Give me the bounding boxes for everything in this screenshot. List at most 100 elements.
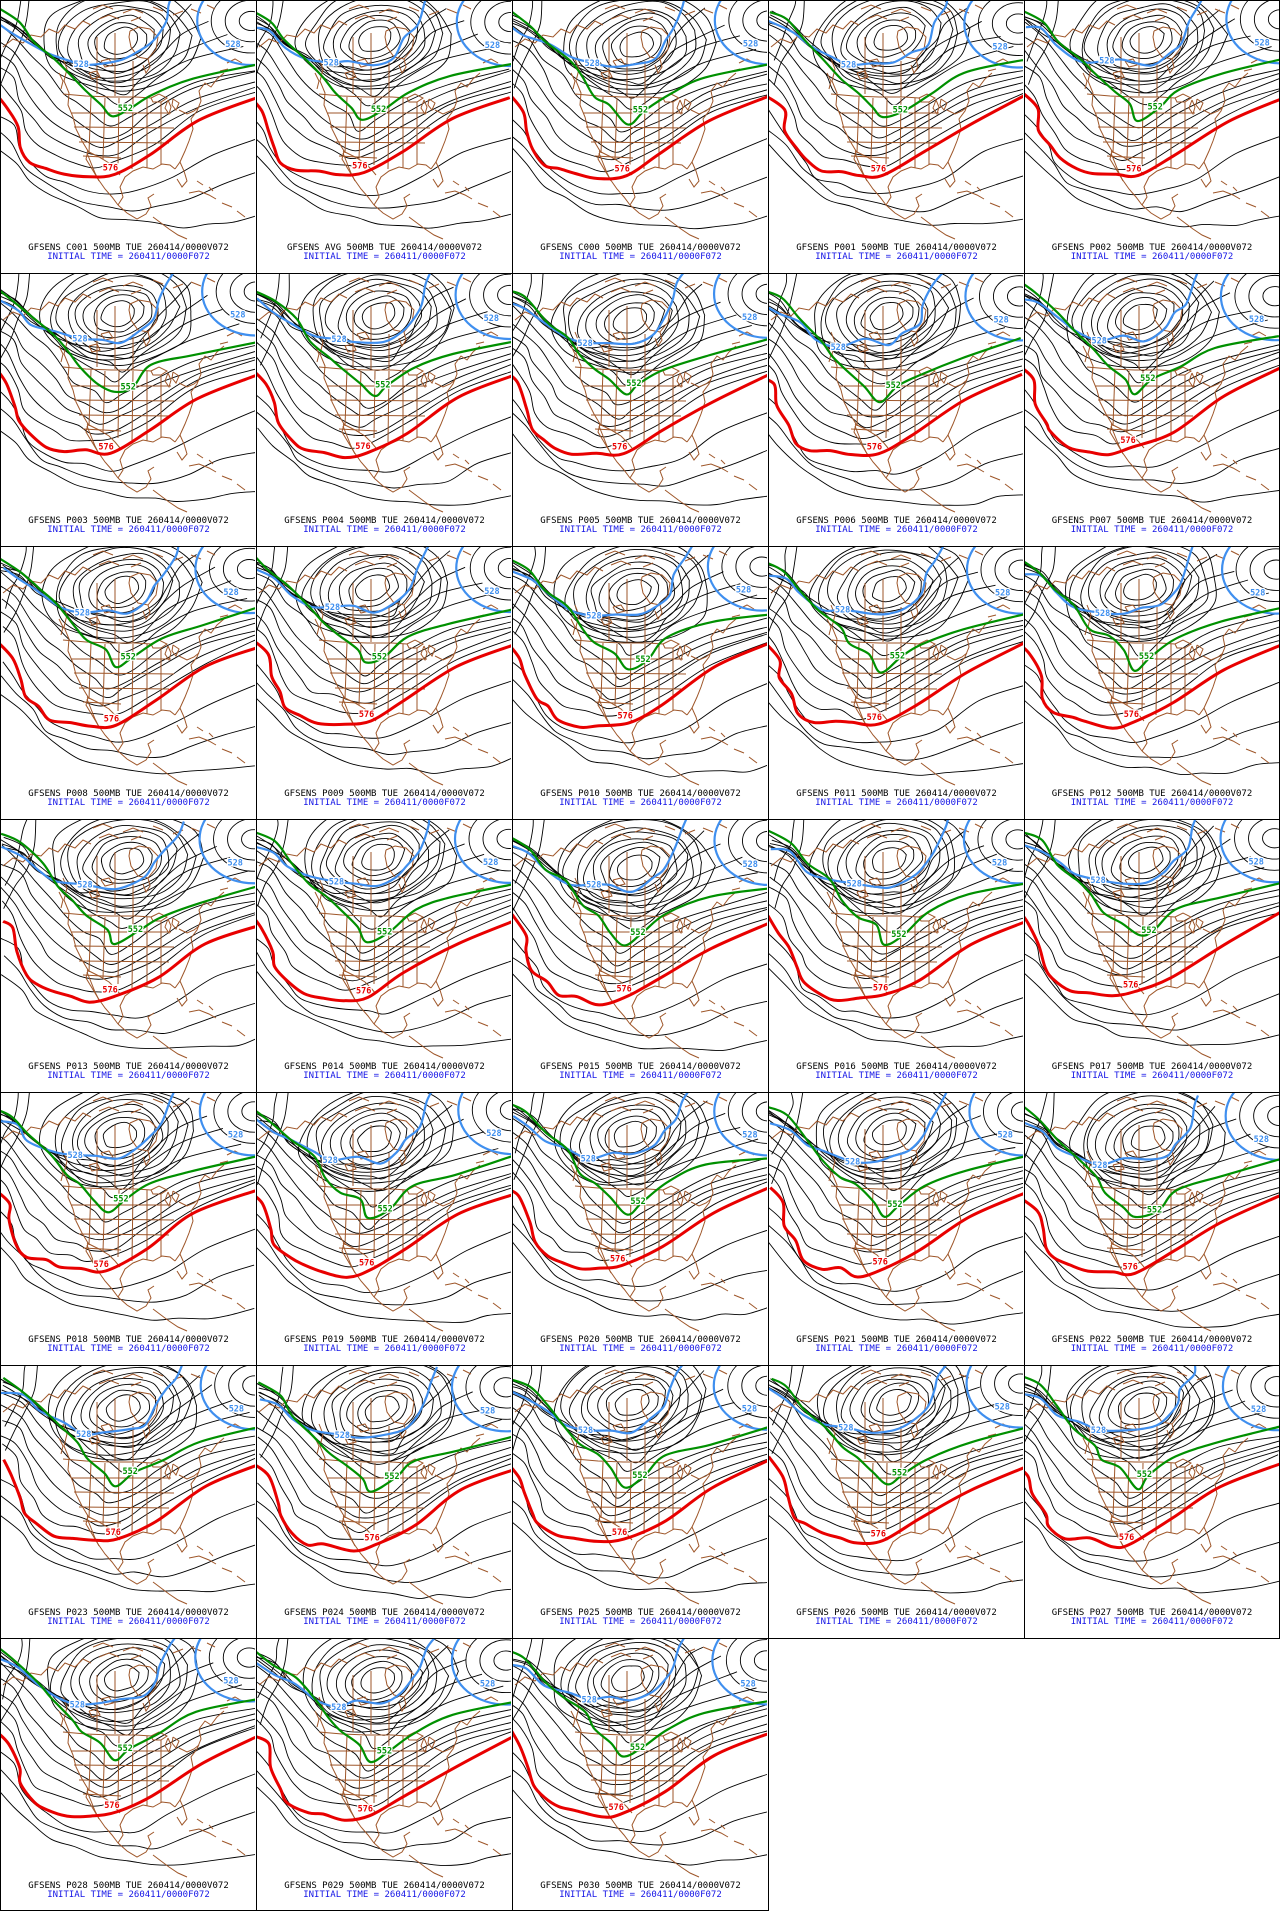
contour-label-528-corner: 528: [230, 311, 245, 321]
contour-label-528-corner: 528: [1254, 1135, 1269, 1145]
contour-label-552: 552: [1147, 1205, 1162, 1215]
forecast-panel-P004: 528 528 552 576 GFSENS P004 500MB TUE 260414…: [256, 273, 513, 547]
panel-initial-time: INITIAL TIME = 260411/0000F072: [815, 252, 978, 262]
contour-label-528-corner: 528: [223, 1677, 238, 1687]
panel-initial-time: INITIAL TIME = 260411/0000F072: [815, 798, 978, 808]
forecast-panel-P020: 528 528 552 576 GFSENS P020 500MB TUE 260414…: [512, 1092, 769, 1366]
contour-label-528: 528: [1095, 609, 1110, 619]
height-contours: [1, 274, 255, 502]
panel-caption: GFSENS P022 500MB TUE 260414/0000V072 INI…: [1025, 1335, 1279, 1354]
contour-label-528: 528: [331, 335, 346, 345]
forecast-panel-P025: 528 528 552 576 GFSENS P025 500MB TUE 260414…: [512, 1365, 769, 1639]
panel-caption: GFSENS P011 500MB TUE 260414/0000V072 INI…: [769, 789, 1024, 808]
contour-label-576: 576: [94, 1260, 109, 1270]
panel-initial-time: INITIAL TIME = 260411/0000F072: [47, 1890, 210, 1900]
contour-label-552: 552: [1148, 103, 1163, 113]
contour-label-528-corner: 528: [740, 1679, 755, 1689]
contour-528-line: [769, 1093, 948, 1164]
contour-576-line: [1, 96, 255, 179]
contour-label-528: 528: [1091, 337, 1106, 347]
height-contours: [1, 547, 255, 775]
contour-576-line: [2, 919, 255, 1004]
panel-caption: GFSENS P016 500MB TUE 260414/0000V072 INI…: [769, 1062, 1024, 1081]
contour-528-line: [257, 274, 431, 344]
panel-initial-time: INITIAL TIME = 260411/0000F072: [559, 798, 722, 808]
contour-576-line: [513, 95, 767, 181]
panel-caption: GFSENS P024 500MB TUE 260414/0000V072 INI…: [257, 1608, 512, 1627]
contour-map: 528 528 552 576: [513, 1366, 767, 1605]
forecast-panel-P001: 528 528 552 576 GFSENS P001 500MB TUE 260414…: [768, 0, 1025, 274]
contour-label-528: 528: [586, 880, 601, 890]
contour-label-576: 576: [614, 165, 629, 175]
contour-map: 528 528 552 576: [1, 1093, 255, 1332]
panel-initial-time: INITIAL TIME = 260411/0000F072: [815, 525, 978, 535]
contour-576-line: [513, 913, 767, 1007]
height-contours: [769, 1, 1023, 226]
contour-552-line: [513, 837, 767, 947]
contour-528-line: [1, 1, 171, 66]
contour-label-528: 528: [581, 1155, 596, 1165]
contour-label-528: 528: [582, 1695, 597, 1705]
panel-caption: GFSENS P005 500MB TUE 260414/0000V072 INI…: [513, 516, 768, 535]
forecast-panel-P021: 528 528 552 576 GFSENS P021 500MB TUE 260414…: [768, 1092, 1025, 1366]
contour-576-line: [257, 919, 511, 1003]
geography-map-lines: [770, 1096, 1014, 1332]
contour-label-552: 552: [630, 1743, 645, 1753]
contour-label-552: 552: [113, 1195, 128, 1205]
contour-label-528: 528: [325, 603, 340, 613]
contour-label-576: 576: [356, 986, 371, 996]
contour-528-corner-line: [1219, 274, 1279, 342]
contour-576-line: [513, 1186, 767, 1271]
contour-label-576: 576: [98, 442, 113, 452]
contour-576-line: [1, 372, 255, 456]
contour-528-corner-line: [711, 1639, 767, 1706]
contour-528-line: [770, 820, 950, 890]
contour-552-line: [257, 1651, 511, 1764]
contour-label-576: 576: [617, 712, 632, 722]
contour-576-line: [769, 372, 1023, 458]
contour-576-line: [513, 373, 767, 457]
contour-map: 528 528 552 576: [257, 1366, 511, 1605]
contour-576-line: [257, 1735, 511, 1822]
geography-map-lines: [1026, 1096, 1270, 1332]
forecast-panel-AVG: 528 528 552 576 GFSENS AVG 500MB TUE 260414/…: [256, 0, 513, 274]
contour-528-line: [513, 274, 684, 346]
contour-map: 528 528 552 576: [769, 1, 1023, 240]
panel-initial-time: INITIAL TIME = 260411/0000F072: [1070, 1617, 1234, 1627]
panel-title: GFSENS P021 500MB TUE 260414/0000V072: [796, 1335, 997, 1345]
contour-576-line: [769, 641, 1023, 727]
contour-528-corner-line: [712, 1366, 767, 1431]
contour-label-528: 528: [578, 1426, 593, 1436]
panel-title: GFSENS P004 500MB TUE 260414/0000V072: [284, 516, 485, 526]
panel-title: GFSENS P030 500MB TUE 260414/0000V072: [540, 1881, 741, 1891]
contour-label-576: 576: [359, 710, 374, 720]
contour-map: 528 528 552 576: [1, 274, 255, 513]
contour-576-line: [257, 1464, 511, 1553]
forecast-panel-P026: 528 528 552 576 GFSENS P026 500MB TUE 260414…: [768, 1365, 1025, 1639]
contour-552-line: [1, 1110, 255, 1214]
contour-map: 528 528 552 576: [1025, 1366, 1279, 1605]
panel-initial-time: INITIAL TIME = 260411/0000F072: [1070, 525, 1234, 535]
geography-map-lines: [2, 4, 246, 240]
contour-label-576: 576: [1120, 436, 1135, 446]
contour-label-528-corner: 528: [484, 314, 499, 324]
contour-label-552: 552: [377, 927, 392, 937]
contour-528-corner-line: [194, 547, 255, 615]
panel-title: GFSENS P013 500MB TUE 260414/0000V072: [28, 1062, 229, 1072]
panel-initial-time: INITIAL TIME = 260411/0000F072: [559, 1344, 722, 1354]
contour-label-552: 552: [1139, 652, 1154, 662]
geography-map-lines: [514, 550, 758, 786]
contour-label-576: 576: [358, 1805, 373, 1815]
geography-map-lines: [258, 550, 502, 786]
panel-caption: GFSENS AVG 500MB TUE 260414/0000V072 INIT…: [257, 243, 512, 262]
contour-528-line: [513, 1366, 684, 1435]
height-contours: [257, 1639, 511, 1866]
geography-map-lines: [258, 823, 502, 1059]
contour-map: 528 528 552 576: [257, 274, 511, 513]
contour-label-576: 576: [104, 714, 119, 724]
contour-map: 528 528 552 576: [1025, 547, 1279, 786]
contour-552-line: [257, 831, 511, 944]
panel-title: GFSENS P024 500MB TUE 260414/0000V072: [284, 1608, 485, 1618]
contour-576-line: [513, 1459, 767, 1544]
contour-label-552: 552: [118, 1744, 133, 1754]
